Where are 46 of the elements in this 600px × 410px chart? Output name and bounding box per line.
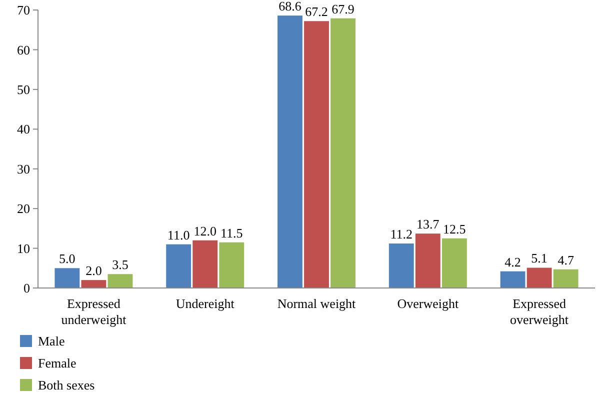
- data-label: 4.7: [558, 252, 574, 268]
- legend-label: Male: [38, 334, 65, 349]
- data-label: 12.5: [443, 221, 466, 236]
- data-label: 12.0: [194, 223, 216, 238]
- data-label: 11.0: [167, 227, 190, 242]
- bar: [166, 244, 192, 288]
- bar: [192, 240, 218, 288]
- data-label: 11.2: [390, 226, 413, 242]
- bar: [500, 271, 526, 288]
- bar: [304, 21, 329, 288]
- y-tick-label: 10: [17, 240, 30, 256]
- data-label: 5.0: [59, 251, 76, 266]
- bar: [442, 238, 467, 288]
- bar: [219, 242, 244, 288]
- x-tick-label: Expressed underweight: [61, 296, 127, 327]
- bar: [553, 269, 578, 288]
- x-tick-label: Expressed overweight: [510, 296, 569, 327]
- bar: [81, 280, 106, 288]
- y-tick-label: 0: [24, 280, 30, 296]
- data-label: 67.2: [305, 4, 328, 20]
- data-label: 2.0: [86, 263, 102, 278]
- bar: [108, 274, 133, 288]
- x-tick-label: Overweight: [397, 296, 459, 311]
- y-tick-label: 50: [17, 82, 30, 97]
- data-label: 11.5: [220, 225, 243, 240]
- x-tick-label: Undereight: [176, 296, 235, 311]
- data-label: 13.7: [416, 216, 440, 232]
- y-tick-label: 70: [17, 2, 30, 18]
- y-tick-label: 60: [17, 42, 30, 58]
- bar: [330, 18, 356, 288]
- bar: [526, 268, 552, 288]
- legend-label: Both sexes: [38, 378, 95, 393]
- bar: [54, 268, 80, 288]
- y-tick-label: 30: [17, 161, 30, 176]
- y-tick-label: 20: [17, 201, 30, 216]
- data-label: 3.5: [112, 257, 128, 272]
- bar: [415, 234, 440, 288]
- x-tick-label: Normal weight: [277, 296, 356, 311]
- data-label: 5.1: [531, 250, 548, 266]
- bar: [388, 244, 414, 288]
- data-label: 67.9: [332, 1, 354, 16]
- data-label: 68.6: [278, 0, 302, 14]
- bar: [278, 16, 302, 288]
- data-label: 4.2: [504, 254, 521, 270]
- legend-label: Female: [38, 356, 76, 371]
- y-tick-label: 40: [17, 122, 30, 137]
